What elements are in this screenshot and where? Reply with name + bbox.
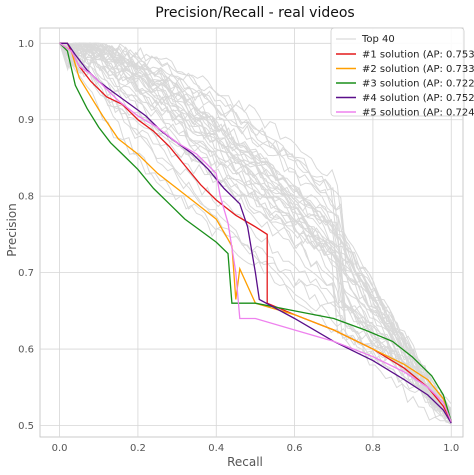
y-axis-label: Precision (5, 203, 19, 257)
x-tick-label: 0.4 (208, 443, 224, 454)
legend-label-3: #3 solution (AP: 0.722) (362, 79, 474, 90)
background-curve (59, 43, 452, 422)
x-axis-ticks: 0.0 0.2 0.4 0.6 0.8 1.0 (52, 443, 460, 454)
background-curve (59, 42, 452, 425)
background-curve (59, 42, 452, 422)
x-axis-label: Recall (227, 455, 263, 469)
legend-box (330, 27, 465, 117)
x-tick-label: 1.0 (443, 443, 459, 454)
series-line-3 (59, 42, 452, 422)
y-tick-label: 0.7 (18, 268, 34, 279)
background-curve (59, 42, 452, 413)
x-tick-label: 0.2 (130, 443, 146, 454)
y-tick-label: 0.5 (18, 421, 34, 432)
background-curve (59, 42, 452, 414)
background-curve (59, 42, 452, 420)
y-tick-label: 0.6 (18, 345, 34, 356)
y-axis-ticks: 0.5 0.6 0.7 0.8 0.9 1.0 (18, 39, 34, 432)
y-tick-label: 0.9 (18, 115, 34, 126)
chart-title: Precision/Recall - real videos (155, 5, 354, 21)
background-curve (59, 42, 452, 418)
legend: Top 40 #1 solution (AP: 0.753) #2 solutio… (330, 27, 474, 119)
x-tick-label: 0.8 (365, 443, 381, 454)
background-curve (59, 42, 452, 411)
background-curve (59, 43, 452, 411)
y-tick-label: 1.0 (18, 39, 34, 50)
background-curve (59, 42, 452, 419)
legend-label-2: #2 solution (AP: 0.733) (362, 64, 474, 75)
background-curves (59, 41, 452, 425)
series-curves (59, 42, 452, 424)
series-line-2 (59, 42, 452, 422)
background-curve (59, 43, 452, 419)
series-line-5 (59, 42, 452, 422)
x-tick-label: 0.0 (52, 443, 68, 454)
legend-label-1: #1 solution (AP: 0.753) (362, 50, 474, 61)
legend-label-5: #5 solution (AP: 0.724) (362, 108, 474, 119)
y-tick-label: 0.8 (18, 192, 34, 203)
legend-label-4: #4 solution (AP: 0.752) (362, 93, 474, 104)
background-curve (59, 42, 452, 417)
background-curve (59, 42, 452, 405)
x-tick-label: 0.6 (287, 443, 303, 454)
background-curve (59, 42, 452, 424)
legend-entry-top40: Top 40 (336, 34, 395, 45)
legend-label-top40: Top 40 (361, 34, 395, 45)
